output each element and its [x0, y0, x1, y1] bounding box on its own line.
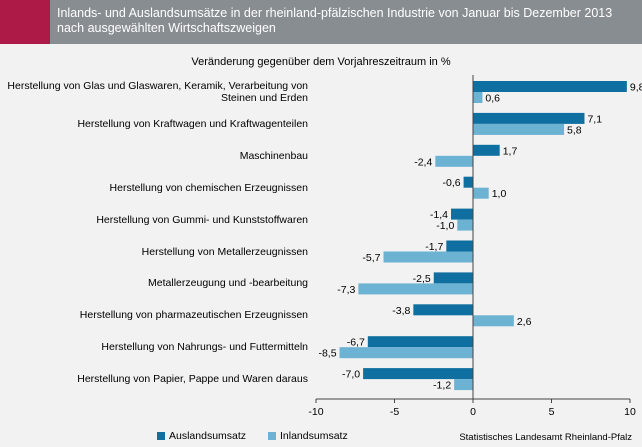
data-label-ausland-6: -2,5: [413, 273, 431, 285]
legend-label-inlandsumsatz: Inlandsumsatz: [280, 430, 348, 442]
data-label-inland-4: -1,0: [436, 220, 454, 232]
data-label-ausland-4: -1,4: [430, 209, 448, 221]
data-label-ausland-8: -6,7: [347, 337, 365, 349]
bar-inland-6: [358, 283, 473, 295]
bar-inland-0: [473, 92, 483, 103]
bar-inland-4: [457, 219, 473, 231]
category-label-2: Maschinenbau: [239, 149, 308, 162]
bar-ausland-7: [413, 304, 473, 316]
bar-inland-8: [339, 347, 473, 359]
bar-inland-3: [473, 187, 489, 199]
chart-title-line-2: nach ausgewählten Wirtschaftszweigen: [57, 21, 276, 35]
bar-ausland-1: [473, 112, 585, 124]
category-label-1: Herstellung von Kraftwagen und Kraftwage…: [77, 117, 308, 130]
bar-ausland-9: [363, 368, 473, 380]
bar-ausland-8: [367, 336, 473, 348]
x-tick-label-1: -5: [390, 406, 399, 418]
source-note: Statistisches Landesamt Rheinland-Pfalz: [459, 432, 632, 443]
category-label-4: Herstellung von Gummi- und Kunststoffwar…: [96, 213, 308, 226]
header-bar: Inlands- und Auslandsumsätze in der rhei…: [0, 0, 642, 44]
legend-item-auslandsumsatz: Auslandsumsatz: [157, 430, 246, 442]
bar-inland-2: [435, 155, 473, 167]
data-label-ausland-0: 9,8: [630, 82, 642, 94]
data-label-inland-9: -1,2: [433, 380, 451, 392]
bar-inland-1: [473, 123, 565, 135]
x-tick-label-0: -10: [308, 406, 323, 418]
data-label-inland-1: 5,8: [567, 124, 582, 136]
x-tick-label-3: 5: [549, 406, 555, 418]
chart-title: Inlands- und Auslandsumsätze in der rhei…: [57, 6, 637, 36]
bar-ausland-4: [451, 208, 473, 220]
data-label-ausland-1: 7,1: [587, 113, 602, 125]
category-label-9: Herstellung von Papier, Pappe und Waren …: [77, 373, 308, 386]
category-label-6: Metallerzeugung und -bearbeitung: [148, 277, 308, 290]
data-label-inland-8: -8,5: [318, 348, 336, 360]
data-label-inland-7: 2,6: [517, 316, 532, 328]
legend-swatch-inlandsumsatz: [268, 432, 276, 440]
bar-inland-5: [383, 251, 473, 263]
bar-ausland-3: [463, 176, 473, 188]
legend-label-auslandsumsatz: Auslandsumsatz: [169, 430, 247, 442]
legend-swatch-auslandsumsatz: [157, 432, 165, 440]
data-label-inland-2: -2,4: [414, 156, 432, 168]
category-label-3: Herstellung von chemischen Erzeugnissen: [109, 181, 308, 194]
category-label-0: Herstellung von Glas und Glaswaren, Kera…: [7, 80, 308, 104]
bar-inland-9: [454, 379, 473, 391]
header-accent: [0, 0, 50, 44]
bar-ausland-6: [433, 272, 473, 284]
legend-item-inlandsumsatz: Inlandsumsatz: [268, 430, 348, 442]
category-label-5: Herstellung von Metallerzeugnissen: [141, 245, 308, 258]
bar-ausland-0: [473, 81, 627, 92]
x-tick-label-2: 0: [470, 406, 476, 418]
category-label-8: Herstellung von Nahrungs- und Futtermitt…: [101, 341, 308, 354]
bar-ausland-2: [473, 144, 500, 156]
data-label-ausland-9: -7,0: [342, 369, 360, 381]
chart-title-line-1: Inlands- und Auslandsumsätze in der rhei…: [57, 6, 613, 20]
data-label-ausland-5: -1,7: [425, 241, 443, 253]
data-label-inland-3: 1,0: [492, 188, 507, 200]
bar-ausland-5: [446, 240, 473, 252]
chart-subtitle: Veränderung gegenüber dem Vorjahreszeitr…: [191, 56, 451, 68]
data-label-ausland-7: -3,8: [392, 305, 410, 317]
data-label-inland-6: -7,3: [337, 284, 355, 296]
data-label-ausland-3: -0,6: [442, 177, 460, 189]
data-label-ausland-2: 1,7: [503, 145, 518, 157]
category-label-7: Herstellung von pharmazeutischen Erzeugn…: [79, 309, 308, 322]
bar-inland-7: [473, 315, 514, 327]
x-tick-label-4: 10: [624, 406, 636, 418]
data-label-inland-0: 0,6: [485, 93, 500, 105]
data-label-inland-5: -5,7: [362, 252, 380, 264]
